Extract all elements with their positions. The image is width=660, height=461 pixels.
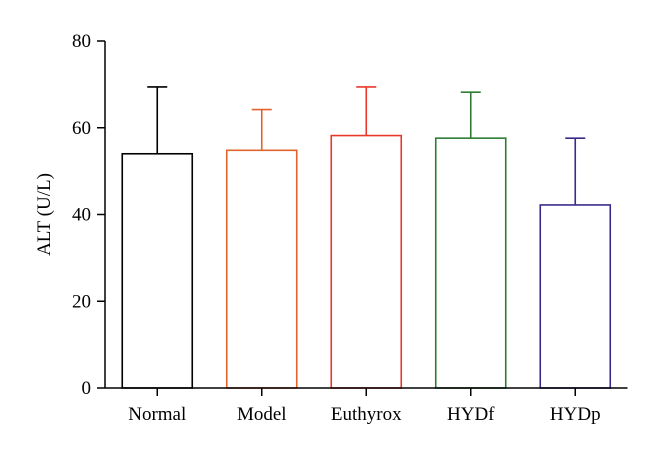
y-tick-label: 60 (72, 118, 91, 139)
bar-normal (121, 152, 194, 389)
x-tick-label: Normal (128, 404, 186, 425)
bar-hydf (434, 137, 507, 389)
bars (121, 86, 612, 389)
y-axis: 0 20 40 60 80 (72, 31, 106, 399)
bar-model (225, 149, 298, 389)
y-axis-title: ALT (U/L) (34, 173, 55, 256)
x-tick-label: HYDf (447, 404, 495, 425)
y-tick-label: 40 (72, 205, 91, 226)
bar-euthyrox (330, 134, 403, 389)
y-tick-label: 80 (72, 31, 91, 52)
x-tick-label: Model (237, 404, 287, 425)
y-tick-label: 0 (82, 378, 92, 399)
bar-hydp (539, 204, 612, 389)
x-tick-label: Euthyrox (331, 404, 402, 425)
x-axis: Normal Model Euthyrox HYDf HYDp (105, 387, 628, 425)
x-tick-label: HYDp (550, 404, 601, 425)
y-tick-label: 20 (72, 291, 91, 312)
